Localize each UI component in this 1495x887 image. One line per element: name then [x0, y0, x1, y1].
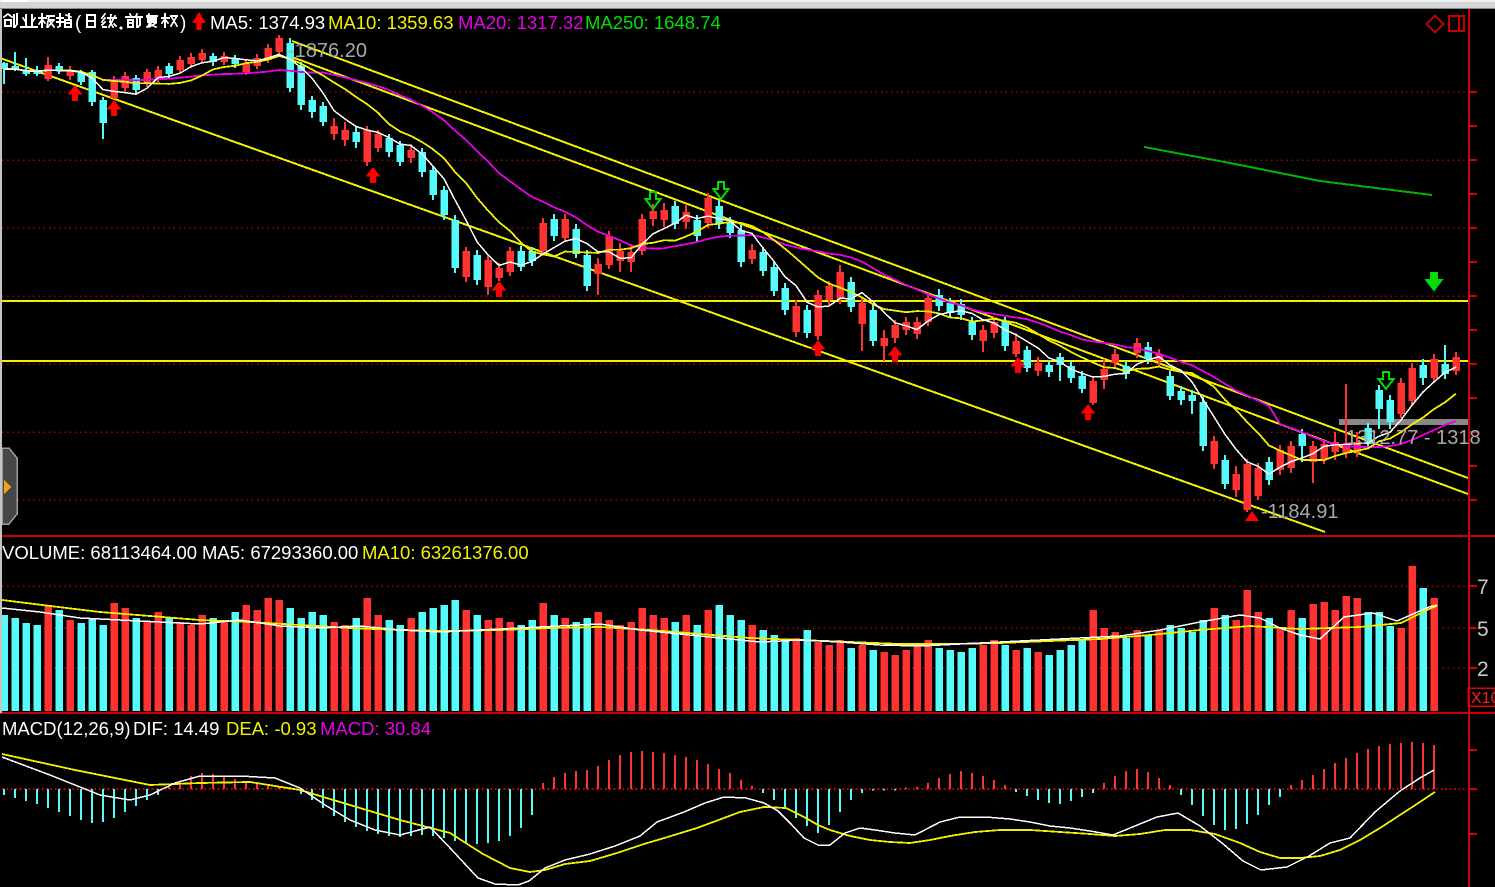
svg-text:-1876.20: -1876.20: [288, 40, 367, 62]
svg-text:MA20: 1317.32: MA20: 1317.32: [458, 12, 583, 33]
svg-text:MA5: 1374.93: MA5: 1374.93: [210, 12, 325, 33]
svg-text:DEA: -0.93: DEA: -0.93: [226, 718, 317, 739]
svg-text:): ): [180, 13, 186, 34]
svg-text:(: (: [75, 13, 82, 34]
svg-text:2: 2: [1477, 658, 1489, 681]
svg-text:VOLUME: 68113464.00: VOLUME: 68113464.00: [2, 542, 197, 563]
svg-text:MA10: 63261376.00: MA10: 63261376.00: [362, 542, 529, 563]
svg-text:DIF: 14.49: DIF: 14.49: [133, 718, 219, 739]
svg-text:-1184.91: -1184.91: [1261, 501, 1338, 523]
svg-text:1312.77 - 1318: 1312.77 - 1318: [1346, 427, 1481, 449]
svg-text:MA5: 67293360.00: MA5: 67293360.00: [202, 542, 358, 563]
svg-text:X10: X10: [1471, 690, 1495, 707]
svg-text:MA250: 1648.74: MA250: 1648.74: [585, 12, 721, 33]
svg-text:7: 7: [1477, 576, 1489, 599]
svg-text:MACD(12,26,9): MACD(12,26,9): [2, 718, 131, 739]
svg-text:MA10: 1359.63: MA10: 1359.63: [328, 12, 453, 33]
svg-text:5: 5: [1477, 618, 1489, 641]
svg-text:MACD: 30.84: MACD: 30.84: [320, 718, 431, 739]
